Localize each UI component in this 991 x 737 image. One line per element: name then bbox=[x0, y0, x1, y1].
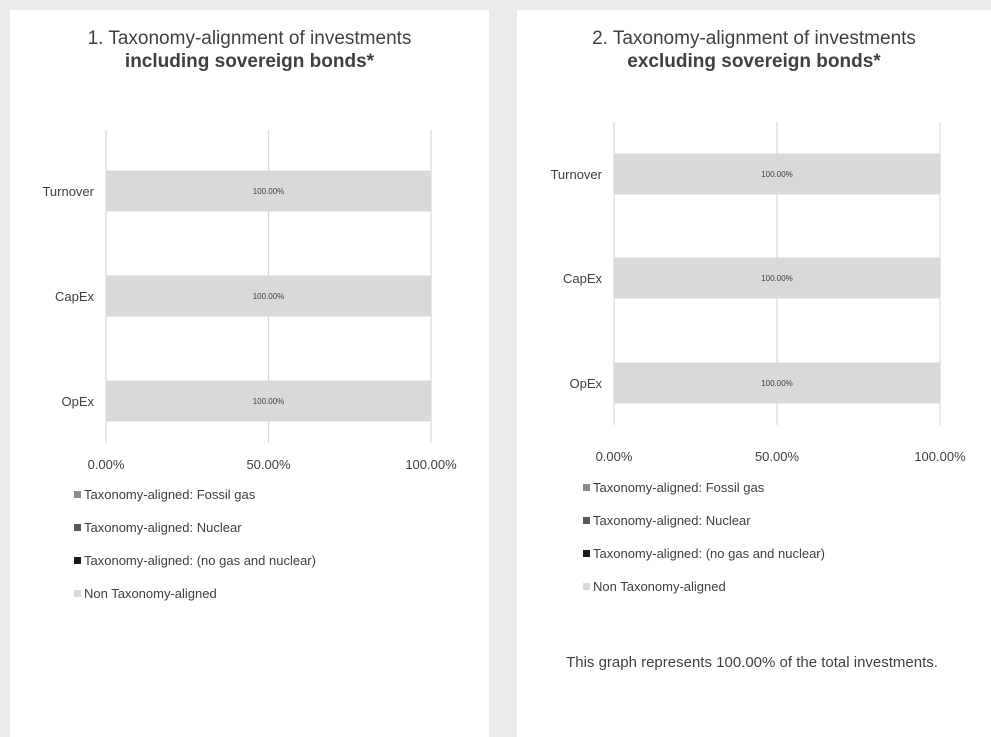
category-label: OpEx bbox=[61, 394, 94, 409]
chart-title-line: 1. Taxonomy-alignment of investments bbox=[87, 28, 412, 49]
legend-item: Taxonomy-aligned: Fossil gas bbox=[583, 480, 825, 513]
legend-item: Taxonomy-aligned: Nuclear bbox=[583, 513, 825, 546]
chart-title-line: 2. Taxonomy-alignment of investments bbox=[592, 28, 916, 49]
category-label: OpEx bbox=[569, 376, 602, 391]
bar-data-label: 100.00% bbox=[761, 274, 793, 283]
chart-title: 1. Taxonomy-alignment of investments inc… bbox=[10, 27, 489, 73]
bar-data-label: 100.00% bbox=[253, 187, 285, 196]
legend-label: Non Taxonomy-aligned bbox=[593, 579, 726, 594]
bar-data-label: 100.00% bbox=[253, 292, 285, 301]
x-tick-label: 0.00% bbox=[88, 457, 125, 472]
chart-footnote: This graph represents 100.00% of the tot… bbox=[566, 654, 938, 671]
x-tick-label: 50.00% bbox=[755, 449, 800, 464]
legend-swatch bbox=[74, 557, 81, 564]
legend-item: Taxonomy-aligned: Nuclear bbox=[74, 520, 316, 553]
legend-label: Taxonomy-aligned: Nuclear bbox=[84, 520, 242, 535]
x-tick-label: 100.00% bbox=[405, 457, 457, 472]
x-tick-label: 0.00% bbox=[596, 449, 633, 464]
legend-swatch bbox=[583, 550, 590, 557]
legend-label: Non Taxonomy-aligned bbox=[84, 586, 217, 601]
bar-data-label: 100.00% bbox=[253, 397, 285, 406]
legend-swatch bbox=[74, 590, 81, 597]
chart-panel-including: 1. Taxonomy-alignment of investments inc… bbox=[10, 10, 489, 737]
chart-panel-excluding: 2. Taxonomy-alignment of investments exc… bbox=[517, 10, 991, 737]
category-label: Turnover bbox=[42, 184, 94, 199]
bar-segment bbox=[614, 153, 940, 195]
x-tick-label: 50.00% bbox=[246, 457, 291, 472]
bar-segment bbox=[614, 257, 940, 299]
legend-item: Non Taxonomy-aligned bbox=[583, 579, 825, 612]
legend-swatch bbox=[74, 491, 81, 498]
legend-swatch bbox=[74, 524, 81, 531]
x-tick-label: 100.00% bbox=[914, 449, 966, 464]
bar-data-label: 100.00% bbox=[761, 170, 793, 179]
chart-subtitle: excluding sovereign bonds* bbox=[627, 51, 881, 72]
chart-subtitle: including sovereign bonds* bbox=[124, 51, 375, 72]
legend-item: Taxonomy-aligned: (no gas and nuclear) bbox=[583, 546, 825, 579]
legend-item: Taxonomy-aligned: Fossil gas bbox=[74, 487, 316, 520]
legend-swatch bbox=[583, 583, 590, 590]
bar-segment bbox=[106, 275, 431, 317]
legend-label: Taxonomy-aligned: (no gas and nuclear) bbox=[593, 546, 825, 561]
legend-swatch bbox=[583, 517, 590, 524]
legend-item: Non Taxonomy-aligned bbox=[74, 586, 316, 619]
category-label: Turnover bbox=[550, 167, 602, 182]
legend-item: Taxonomy-aligned: (no gas and nuclear) bbox=[74, 553, 316, 586]
chart-legend: Taxonomy-aligned: Fossil gas Taxonomy-ali… bbox=[74, 487, 316, 619]
chart-legend: Taxonomy-aligned: Fossil gas Taxonomy-ali… bbox=[583, 480, 825, 612]
legend-swatch bbox=[583, 484, 590, 491]
bar-segment bbox=[614, 362, 940, 404]
legend-label: Taxonomy-aligned: Nuclear bbox=[593, 513, 751, 528]
category-label: CapEx bbox=[55, 289, 95, 304]
bar-chart-plot: 0.00% 50.00% 100.00% 100.00% Turnover 100.00%… bbox=[42, 130, 457, 472]
legend-label: Taxonomy-aligned: Fossil gas bbox=[84, 487, 256, 502]
legend-label: Taxonomy-aligned: (no gas and nuclear) bbox=[84, 553, 316, 568]
bar-segment bbox=[106, 170, 431, 212]
category-label: CapEx bbox=[563, 271, 603, 286]
legend-label: Taxonomy-aligned: Fossil gas bbox=[593, 480, 765, 495]
bar-data-label: 100.00% bbox=[761, 379, 793, 388]
bar-chart-plot: 0.00% 50.00% 100.00% 100.00% Turnover 100.00%… bbox=[550, 122, 966, 464]
chart-title: 2. Taxonomy-alignment of investments exc… bbox=[517, 27, 991, 73]
bar-segment bbox=[106, 380, 431, 422]
